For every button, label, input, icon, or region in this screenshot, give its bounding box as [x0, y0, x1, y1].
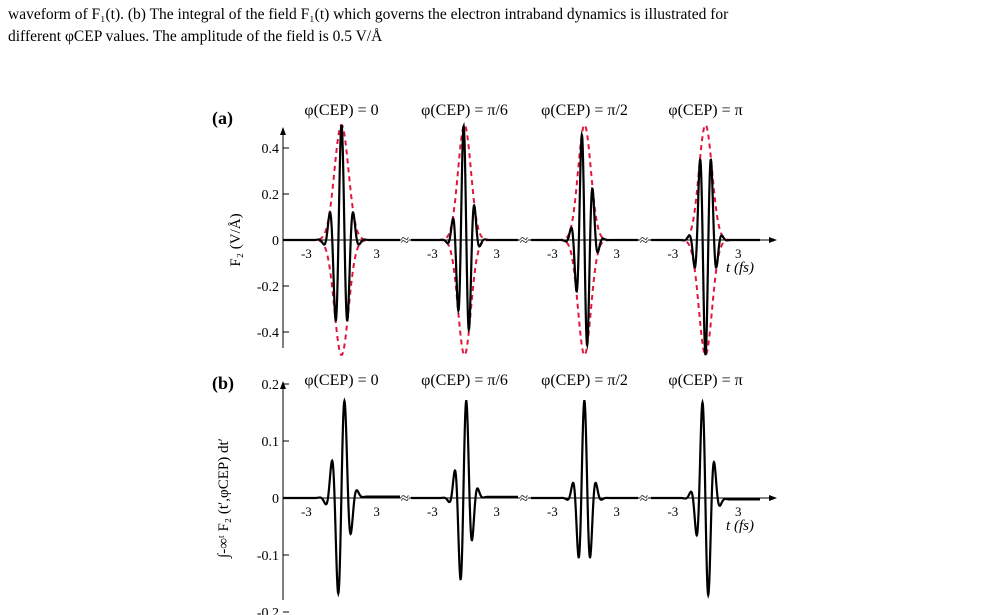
y-tick-label: -0.1: [257, 549, 279, 564]
panel-b-chart: 0.2 0.1 0 -0.1 -0.2 ≈ ≈ ≈ -3 3 φ(CEP) = 0 -3 3 φ(CEP)…: [212, 372, 777, 615]
caption-line-2: different φCEP values. The amplitude of …: [8, 28, 383, 45]
x-tick-label: -3: [301, 246, 312, 261]
panel-a-chart: 0.4 0.2 0 -0.2 -0.4 ≈ ≈ ≈ -3 3 φ(CEP) = 0 -3 3 φ(CEP)…: [212, 102, 777, 357]
x-axis-label: t (fs): [726, 518, 754, 534]
x-tick-label: -3: [667, 246, 678, 261]
x-tick-label: -3: [427, 246, 438, 261]
field-curve: [283, 124, 400, 322]
y-axis-label: F₂ (V/Å): [228, 213, 244, 266]
y-tick-label: 0.4: [262, 142, 280, 157]
x-tick-label: -3: [427, 504, 438, 519]
y-tick-label: 0.2: [262, 378, 280, 393]
x-tick-label: 3: [735, 246, 742, 261]
y-tick-label: 0: [272, 234, 279, 249]
phase-label: φ(CEP) = π/6: [421, 372, 508, 389]
axis-break-mark: ≈: [520, 491, 528, 507]
integral-curve: [531, 400, 638, 559]
figure-caption: waveform of F₁(t). (b) The integral of t…: [8, 4, 978, 48]
y-tick-label: 0: [272, 492, 279, 507]
x-tick-label: 3: [373, 504, 380, 519]
x-tick-label: -3: [547, 246, 558, 261]
axis-break-mark: ≈: [520, 233, 528, 249]
y-tick-label: 0.1: [262, 435, 280, 450]
x-tick-label: 3: [613, 246, 620, 261]
y-tick-label: -0.2: [257, 280, 279, 295]
phase-label: φ(CEP) = π: [668, 102, 742, 119]
phase-label: φ(CEP) = π: [668, 372, 742, 389]
panel-label: (a): [212, 108, 233, 129]
axis-break-mark: ≈: [401, 491, 409, 507]
phase-label: φ(CEP) = 0: [304, 372, 378, 389]
x-tick-label: -3: [547, 504, 558, 519]
y-axis-label: ∫-∞ᵗ F₂ (t′,φCEP) dt′: [216, 438, 232, 559]
y-tick-label: 0.2: [262, 188, 280, 203]
panel-label: (b): [212, 373, 234, 394]
field-curve: [531, 130, 638, 350]
x-tick-label: 3: [493, 504, 500, 519]
integral-curve: [283, 397, 400, 598]
phase-label: φ(CEP) = π/2: [541, 372, 628, 389]
x-tick-label: -3: [667, 504, 678, 519]
axis-break-mark: ≈: [640, 233, 648, 249]
integral-curve: [651, 398, 760, 600]
field-curve: [411, 121, 518, 333]
x-axis-label: t (fs): [726, 260, 754, 276]
phase-label: φ(CEP) = π/6: [421, 102, 508, 119]
axis-break-mark: ≈: [640, 491, 648, 507]
field-curve: [651, 158, 760, 356]
phase-label: φ(CEP) = π/2: [541, 102, 628, 119]
caption-line-1: waveform of F₁(t). (b) The integral of t…: [8, 6, 729, 23]
x-tick-label: 3: [493, 246, 500, 261]
axis-break-mark: ≈: [401, 233, 409, 249]
x-tick-label: 3: [373, 246, 380, 261]
x-tick-label: -3: [301, 504, 312, 519]
phase-label: φ(CEP) = 0: [304, 102, 378, 119]
envelope-curve-upper: [651, 123, 760, 241]
y-tick-label: -0.4: [257, 326, 279, 341]
x-tick-label: 3: [613, 504, 620, 519]
x-tick-label: 3: [735, 504, 742, 519]
integral-curve: [411, 399, 518, 581]
y-tick-label: -0.2: [257, 606, 279, 615]
